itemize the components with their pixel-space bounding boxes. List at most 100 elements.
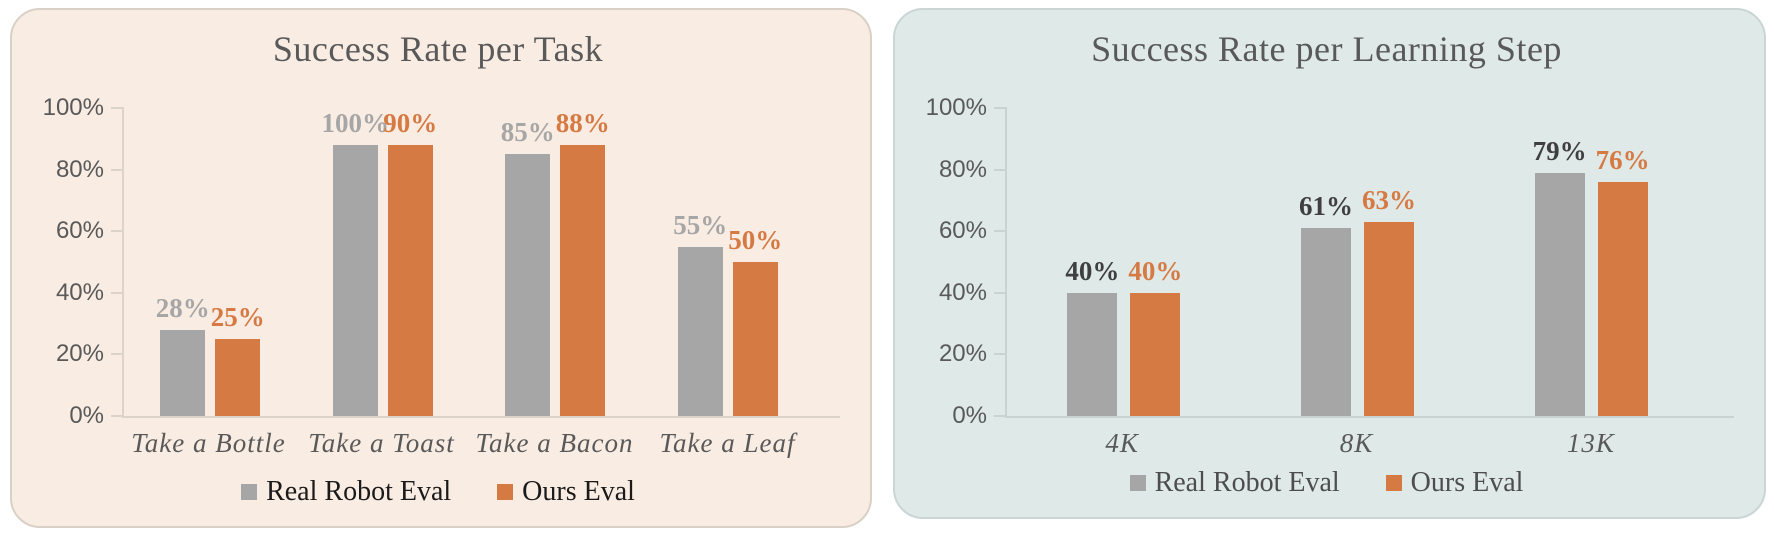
bar [387, 145, 433, 416]
legend-swatch-icon [241, 484, 258, 500]
chart-title: Success Rate per Learning Step [1091, 29, 1562, 69]
bar-column: 40% [1128, 108, 1183, 416]
bar-value-label: 25% [210, 302, 265, 332]
bar-value-label: 85% [500, 117, 555, 148]
y-tick-label: 100% [42, 94, 104, 121]
bar [677, 246, 723, 416]
legend-label: Real Robot Eval [266, 476, 452, 507]
bar-column: 61% [1299, 108, 1353, 416]
bar-value-label: 61% [1299, 191, 1353, 222]
charts-row: Success Rate per Task 0% 20% 40% 60% 80% 100%… [10, 8, 1766, 528]
category-label: Take a Leaf [659, 428, 796, 458]
category-label: Take a Bottle [131, 428, 286, 458]
bar-column: 55% [673, 108, 727, 416]
bar-column: 100% [322, 108, 389, 416]
legend-item: Ours Eval [497, 476, 635, 508]
y-tick-mark [111, 168, 124, 171]
x-axis-category-labels: 4K 8K 13K [1005, 428, 1734, 459]
y-tick-mark [994, 415, 1007, 417]
bar-group: 28% 25% [124, 108, 297, 416]
bar-group: 79% 76% [1474, 108, 1708, 416]
y-tick-mark [111, 107, 124, 109]
x-axis-category-labels: Take a Bottle Take a Toast Take a Bacon Tak… [122, 428, 840, 459]
bar [1597, 181, 1648, 416]
y-tick-label: 0% [69, 402, 104, 429]
bar-column: 88% [556, 108, 610, 416]
bar-value-label: 40% [1065, 255, 1120, 286]
y-tick-label: 80% [938, 155, 987, 183]
y-tick-mark [111, 415, 124, 417]
y-tick-label: 60% [55, 217, 104, 245]
bar [505, 154, 551, 416]
bar [1364, 221, 1414, 416]
legend-item: Real Robot Eval [241, 476, 451, 508]
bar [215, 339, 261, 416]
y-tick-mark [111, 291, 124, 294]
category-label: Take a Toast [308, 428, 455, 458]
bar-group: 55% 50% [642, 108, 815, 416]
chart-card-success-rate-per-learning-step: Success Rate per Learning Step 0% 20% 40% 6… [893, 8, 1766, 519]
y-tick-label: 20% [55, 340, 104, 368]
legend-swatch-icon [497, 484, 514, 500]
legend-label: Ours Eval [522, 476, 635, 507]
y-tick-label: 80% [55, 155, 104, 183]
y-axis-labels: 0% 20% 40% 60% 80% 100% [919, 94, 1005, 429]
bar-value-label: 50% [728, 225, 783, 255]
y-tick-mark [994, 107, 1007, 109]
bar-value-label: 55% [673, 209, 728, 240]
bar-column: 76% [1595, 108, 1650, 416]
y-tick-label: 40% [55, 278, 104, 306]
legend-label: Real Robot Eval [1154, 467, 1340, 498]
legend: Real Robot Eval Ours Eval [36, 476, 840, 512]
bar-value-label: 76% [1595, 144, 1650, 175]
bar-group: 100% 90% [297, 108, 470, 416]
bar-group: 61% 63% [1241, 108, 1475, 416]
chart-title: Success Rate per Task [272, 29, 604, 69]
y-tick-mark [111, 230, 124, 233]
bar-value-label: 40% [1128, 255, 1183, 286]
bar-group: 40% 40% [1007, 108, 1241, 416]
bars-area: 40% 40% 61% 63% 79% 76% [1007, 108, 1734, 416]
y-tick-mark [994, 353, 1007, 356]
y-tick-label: 100% [925, 94, 987, 121]
category-label: 13K [1566, 428, 1615, 458]
bar [1301, 228, 1351, 416]
y-tick-mark [994, 230, 1007, 233]
bar-column: 40% [1065, 108, 1120, 416]
y-tick-label: 0% [952, 402, 987, 429]
bar [332, 145, 378, 416]
bar-group: 85% 88% [469, 108, 642, 416]
bar [1130, 292, 1181, 416]
legend-swatch-icon [1129, 475, 1146, 491]
bar-value-label: 28% [155, 292, 210, 323]
bar-value-label: 63% [1362, 184, 1416, 215]
bar-column: 79% [1532, 108, 1587, 416]
bar-column: 25% [211, 108, 265, 416]
bar-column: 85% [501, 108, 555, 416]
plot-area: 28% 25% 100% 90% 85% 88% 55% 50% [111, 107, 840, 418]
y-axis-labels: 0% 20% 40% 60% 80% 100% [36, 94, 122, 429]
y-tick-mark [994, 291, 1007, 294]
bar [1534, 172, 1585, 416]
bar-value-label: 100% [321, 108, 390, 138]
y-tick-label: 60% [938, 217, 987, 245]
category-label: 4K [1105, 428, 1139, 458]
y-tick-label: 40% [938, 278, 987, 306]
bar-value-label: 88% [555, 108, 610, 138]
chart-body: 0% 20% 40% 60% 80% 100% 40% 40% 61% 63% 79% 76% [919, 94, 1734, 429]
y-tick-mark [111, 353, 124, 356]
bar-column: 90% [383, 108, 437, 416]
bar-column: 28% [156, 108, 210, 416]
bar [160, 329, 206, 416]
bar [1067, 292, 1118, 416]
legend-item: Real Robot Eval [1129, 467, 1340, 499]
bar-value-label: 79% [1532, 135, 1587, 166]
bar-value-label: 90% [383, 108, 438, 138]
legend-label: Ours Eval [1410, 467, 1524, 498]
bar-column: 63% [1362, 108, 1416, 416]
bar-column: 50% [728, 108, 782, 416]
chart-card-success-rate-per-task: Success Rate per Task 0% 20% 40% 60% 80% 100%… [10, 8, 872, 528]
bars-area: 28% 25% 100% 90% 85% 88% 55% 50% [124, 108, 840, 416]
category-label: Take a Bacon [475, 428, 634, 458]
chart-body: 0% 20% 40% 60% 80% 100% 28% 25% 100% 90% 85% 88% 55… [36, 94, 840, 429]
